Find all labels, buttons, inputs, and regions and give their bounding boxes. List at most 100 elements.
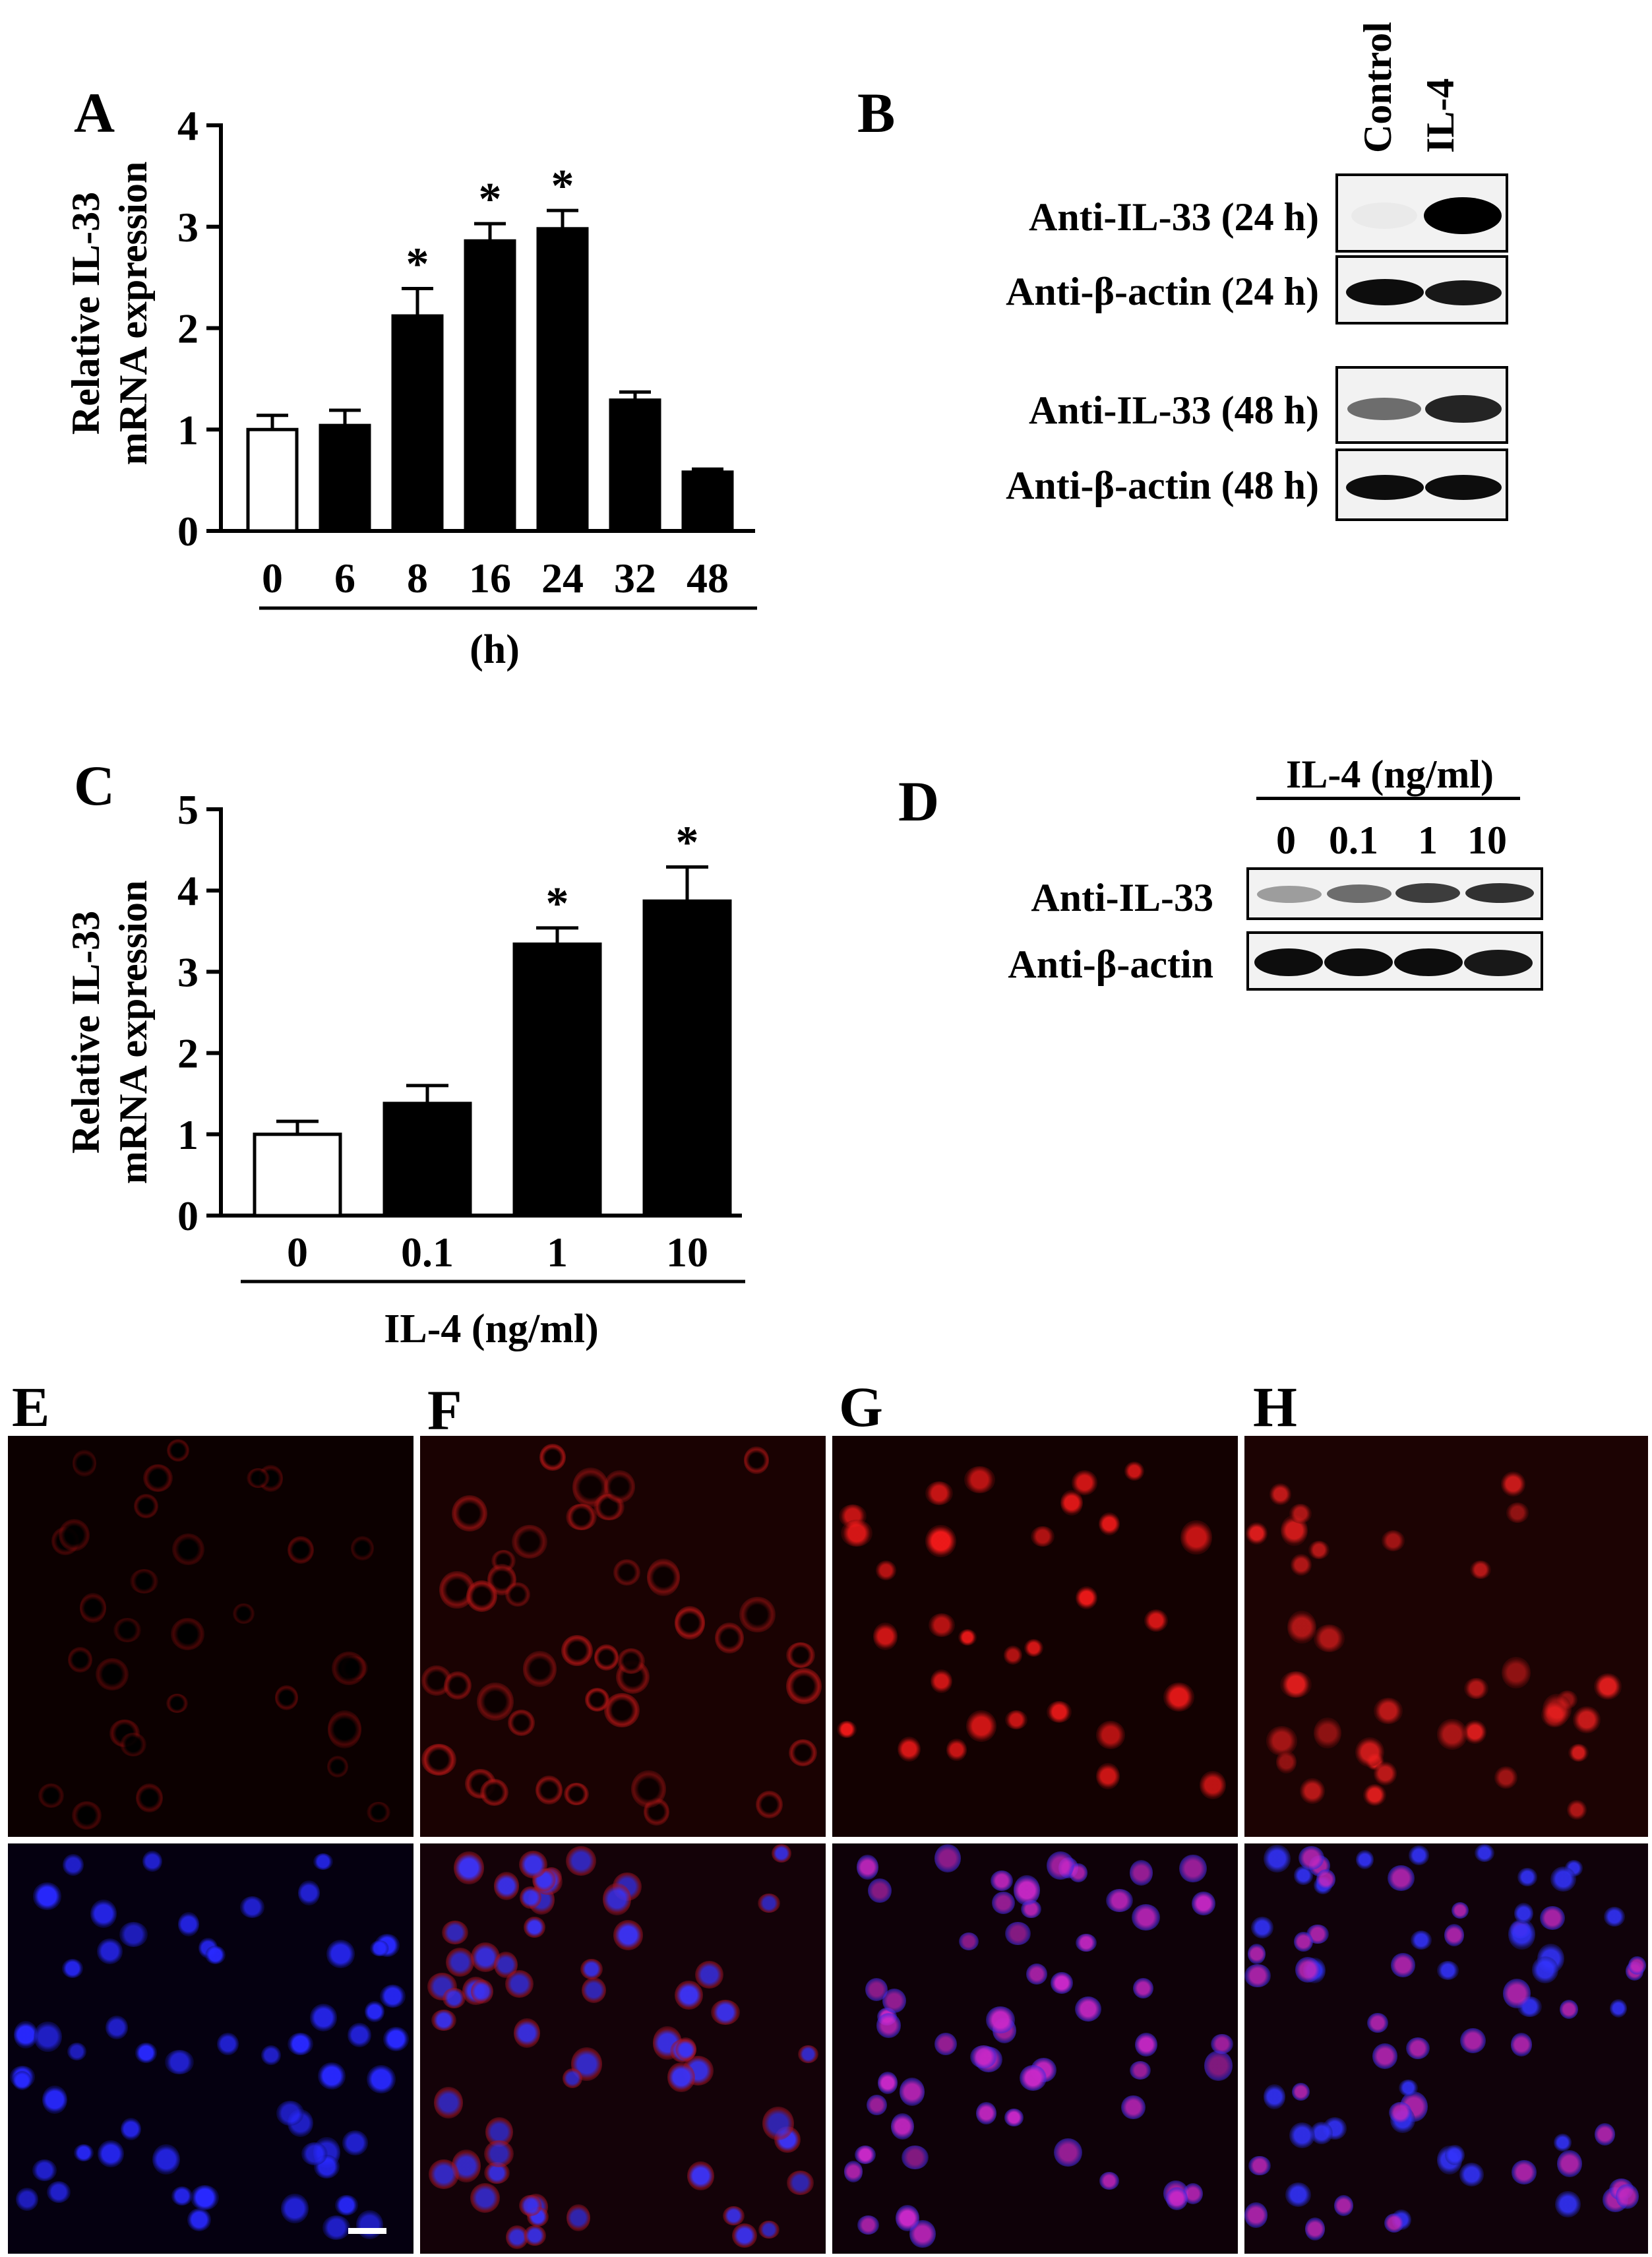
blot-band	[1425, 395, 1502, 423]
cell	[1594, 2122, 1616, 2146]
bar	[609, 398, 661, 533]
cell	[518, 1851, 547, 1879]
cell	[934, 2032, 957, 2056]
x-tick-label: 0	[262, 555, 283, 602]
cell	[1075, 1934, 1097, 1952]
cell	[1099, 2172, 1119, 2190]
cell	[789, 1739, 818, 1767]
cell	[1459, 2163, 1484, 2186]
chart-a: Relative IL-33 mRNA expression 0 1 2 3 4 0 6 * 8…	[64, 102, 757, 672]
blot-band	[1394, 948, 1463, 976]
cell	[564, 1783, 589, 1805]
cell	[631, 1770, 667, 1809]
blot-b-strip	[1335, 255, 1508, 325]
cell	[1131, 1904, 1161, 1931]
bar	[536, 227, 589, 533]
cell	[205, 1946, 226, 1965]
cell	[96, 1657, 129, 1690]
blot-d-lane: 1	[1418, 819, 1438, 862]
blot-b-row-label: Anti-β-actin (48 h)	[1006, 464, 1319, 507]
blot-d-header-bracket	[1256, 797, 1520, 800]
cell	[46, 2180, 71, 2204]
cell	[1132, 1977, 1154, 1998]
cell	[837, 1720, 857, 1739]
cell	[1470, 1561, 1491, 1579]
cell	[875, 1561, 896, 1580]
bar	[464, 239, 516, 533]
cell	[68, 1647, 93, 1673]
cell	[843, 2161, 863, 2182]
micro-f-il33	[420, 1436, 826, 1837]
blot-band	[1327, 884, 1392, 903]
cell	[98, 2140, 124, 2168]
cell	[1180, 1520, 1212, 1555]
cell	[902, 2145, 929, 2169]
cell	[505, 1582, 530, 1607]
cell	[1179, 1854, 1207, 1883]
significance-mark: *	[551, 161, 574, 212]
chart-c-plot-area: 0 1 2 3 4 5 0 0.1 * 1 * 10	[177, 786, 742, 1276]
cell	[120, 2118, 141, 2141]
cell	[1020, 2064, 1047, 2091]
cell	[1204, 2051, 1233, 2081]
cell	[966, 1710, 997, 1743]
cell	[1573, 1706, 1601, 1734]
cell	[477, 1682, 514, 1721]
cell	[899, 2078, 925, 2106]
cell	[857, 2215, 880, 2235]
blot-b-lane-il4: IL-4	[1419, 78, 1462, 153]
cell	[882, 1989, 907, 2014]
significance-mark: *	[546, 879, 569, 929]
chart-c-ylabel-line1: Relative IL-33	[64, 911, 107, 1154]
cell	[326, 1940, 355, 1969]
cell	[366, 2065, 396, 2094]
cell	[1200, 1770, 1226, 1799]
blot-band	[1347, 398, 1421, 420]
cell	[191, 2184, 220, 2211]
cell	[342, 2130, 369, 2155]
cell	[1287, 1610, 1316, 1644]
chart-c-ylabel-line2: mRNA expression	[111, 881, 155, 1185]
cell	[1266, 1726, 1298, 1756]
cell	[667, 2062, 695, 2092]
y-tick-label: 1	[177, 406, 199, 453]
cell	[856, 1855, 879, 1880]
significance-mark: *	[406, 239, 429, 290]
cell	[1004, 2109, 1024, 2126]
micro-f-merged	[420, 1843, 826, 2254]
cell	[1540, 1905, 1565, 1931]
cell	[1299, 1846, 1324, 1871]
cell	[1263, 2084, 1286, 2109]
cell	[1388, 2101, 1413, 2124]
bar	[512, 943, 602, 1218]
y-tick-label: 3	[177, 204, 199, 251]
cell	[613, 1559, 640, 1586]
y-tick-label: 0	[177, 508, 199, 555]
panel-letter-g: G	[839, 1375, 883, 1438]
cell	[288, 1535, 314, 1564]
cell	[1444, 2145, 1465, 2166]
cell	[327, 1710, 362, 1748]
cell	[171, 2186, 193, 2206]
bar	[391, 314, 444, 533]
panel-letter-a: A	[74, 81, 115, 144]
cell	[365, 2001, 384, 2023]
cell	[1460, 2027, 1486, 2054]
cell	[442, 1988, 466, 2009]
panel-letter-d: D	[898, 770, 940, 833]
cell	[756, 1790, 783, 1819]
cell	[1506, 1502, 1529, 1524]
micro-h-il33	[1244, 1436, 1648, 1837]
cell	[758, 1894, 780, 1913]
cell	[484, 2140, 514, 2167]
micro-g-merged	[832, 1843, 1238, 2254]
blot-band	[1464, 950, 1533, 976]
cell	[1003, 1646, 1023, 1665]
cell	[130, 1568, 159, 1593]
cell	[431, 2009, 457, 2031]
cell	[317, 2062, 346, 2090]
cell	[351, 1535, 374, 1561]
blot-band	[1346, 279, 1424, 305]
chart-c-xlabel: IL-4 (ng/ml)	[384, 1307, 599, 1351]
cell	[1121, 2095, 1146, 2120]
